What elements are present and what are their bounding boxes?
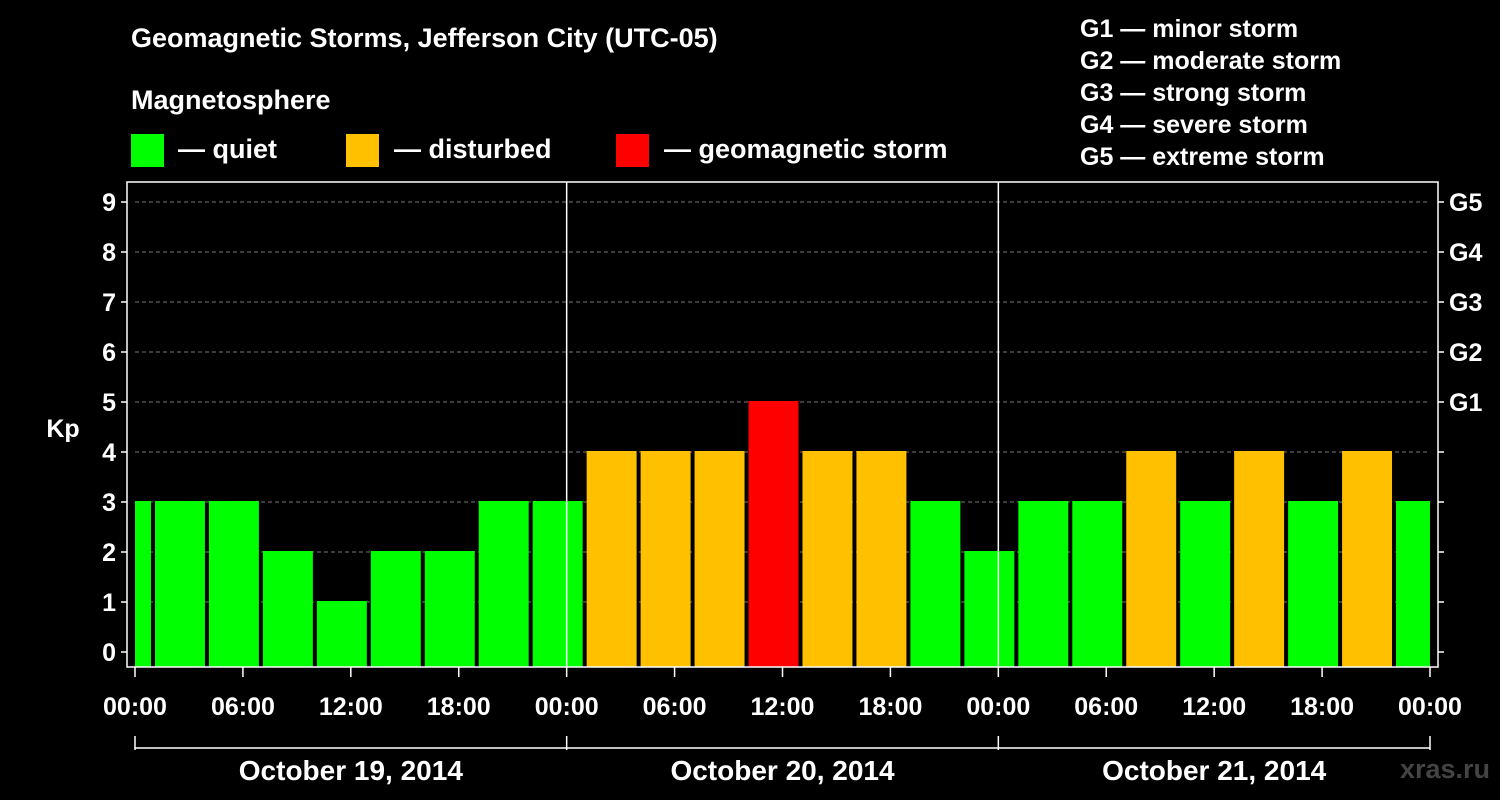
legend-swatch-disturbed (346, 134, 379, 167)
x-tick-label: 18:00 (1290, 693, 1354, 721)
kp-bar (694, 451, 745, 667)
x-tick-label: 00:00 (103, 693, 167, 721)
kp-bar (208, 501, 259, 667)
kp-bar (856, 451, 907, 667)
kp-bar (316, 601, 367, 667)
storm-scale-g5: G5 — extreme storm (1080, 143, 1325, 171)
kp-bar (964, 551, 1015, 667)
kp-bar (478, 501, 529, 667)
day-label: October 20, 2014 (670, 755, 895, 786)
legend-label-quiet: — quiet (178, 134, 277, 164)
storm-scale-g4: G4 — severe storm (1080, 111, 1308, 139)
x-tick-label: 12:00 (319, 693, 383, 721)
legend: — quiet — disturbed — geomagnetic storm (0, 134, 1000, 170)
y-tick-label: 1 (102, 589, 116, 617)
chart-subtitle: Magnetosphere (131, 85, 331, 115)
kp-bar (262, 551, 313, 667)
x-tick-label: 00:00 (535, 693, 599, 721)
legend-swatch-quiet (131, 134, 164, 167)
x-tick-label: 12:00 (1182, 693, 1246, 721)
x-tick-label: 06:00 (643, 693, 707, 721)
y-tick-label: 2 (102, 539, 116, 567)
g-scale-label: G4 (1449, 239, 1482, 267)
kp-bar (586, 451, 637, 667)
kp-bar (1126, 451, 1177, 667)
storm-scale-g2: G2 — moderate storm (1080, 47, 1342, 75)
kp-bar (370, 551, 421, 667)
legend-label-disturbed: — disturbed (394, 134, 552, 164)
kp-bar (424, 551, 475, 667)
x-tick-label: 06:00 (211, 693, 275, 721)
x-tick-label: 12:00 (751, 693, 815, 721)
g-scale-label: G3 (1449, 289, 1482, 317)
kp-bar (1288, 501, 1339, 667)
chart-title: Geomagnetic Storms, Jefferson City (UTC-… (131, 23, 718, 53)
y-tick-label: 5 (102, 389, 116, 417)
kp-bar (532, 501, 583, 667)
x-tick-label: 06:00 (1074, 693, 1138, 721)
y-axis-label: Kp (46, 415, 79, 443)
legend-swatch-storm (616, 134, 649, 167)
kp-bar (748, 401, 799, 667)
kp-bar (154, 501, 205, 667)
kp-bar (802, 451, 853, 667)
kp-bar (1180, 501, 1231, 667)
g-scale-label: G5 (1449, 189, 1482, 217)
g-scale-label: G1 (1449, 389, 1482, 417)
storm-scale-g3: G3 — strong storm (1080, 79, 1307, 107)
y-tick-label: 6 (102, 339, 116, 367)
kp-bar (640, 451, 691, 667)
kp-bar (910, 501, 961, 667)
x-tick-label: 00:00 (1398, 693, 1462, 721)
day-label: October 19, 2014 (239, 755, 464, 786)
x-tick-label: 18:00 (427, 693, 491, 721)
kp-bar (1018, 501, 1069, 667)
kp-bar (1396, 501, 1430, 667)
x-tick-label: 00:00 (966, 693, 1030, 721)
watermark: xras.ru (1399, 754, 1490, 784)
storm-scale-g1: G1 — minor storm (1080, 15, 1299, 43)
day-label: October 21, 2014 (1102, 755, 1327, 786)
x-tick-label: 18:00 (858, 693, 922, 721)
kp-bar (1342, 451, 1393, 667)
y-tick-label: 4 (102, 439, 116, 467)
y-tick-label: 9 (102, 189, 116, 217)
kp-bar (135, 501, 151, 667)
y-tick-label: 0 (102, 639, 116, 667)
legend-label-storm: — geomagnetic storm (664, 134, 948, 164)
kp-bar (1072, 501, 1123, 667)
y-tick-label: 8 (102, 239, 116, 267)
kp-bar (1234, 451, 1285, 667)
y-tick-label: 3 (102, 489, 116, 517)
g-scale-label: G2 (1449, 339, 1482, 367)
storm-scale-legend: G1 — minor storm G2 — moderate storm G3 … (1080, 13, 1341, 173)
y-tick-label: 7 (102, 289, 116, 317)
